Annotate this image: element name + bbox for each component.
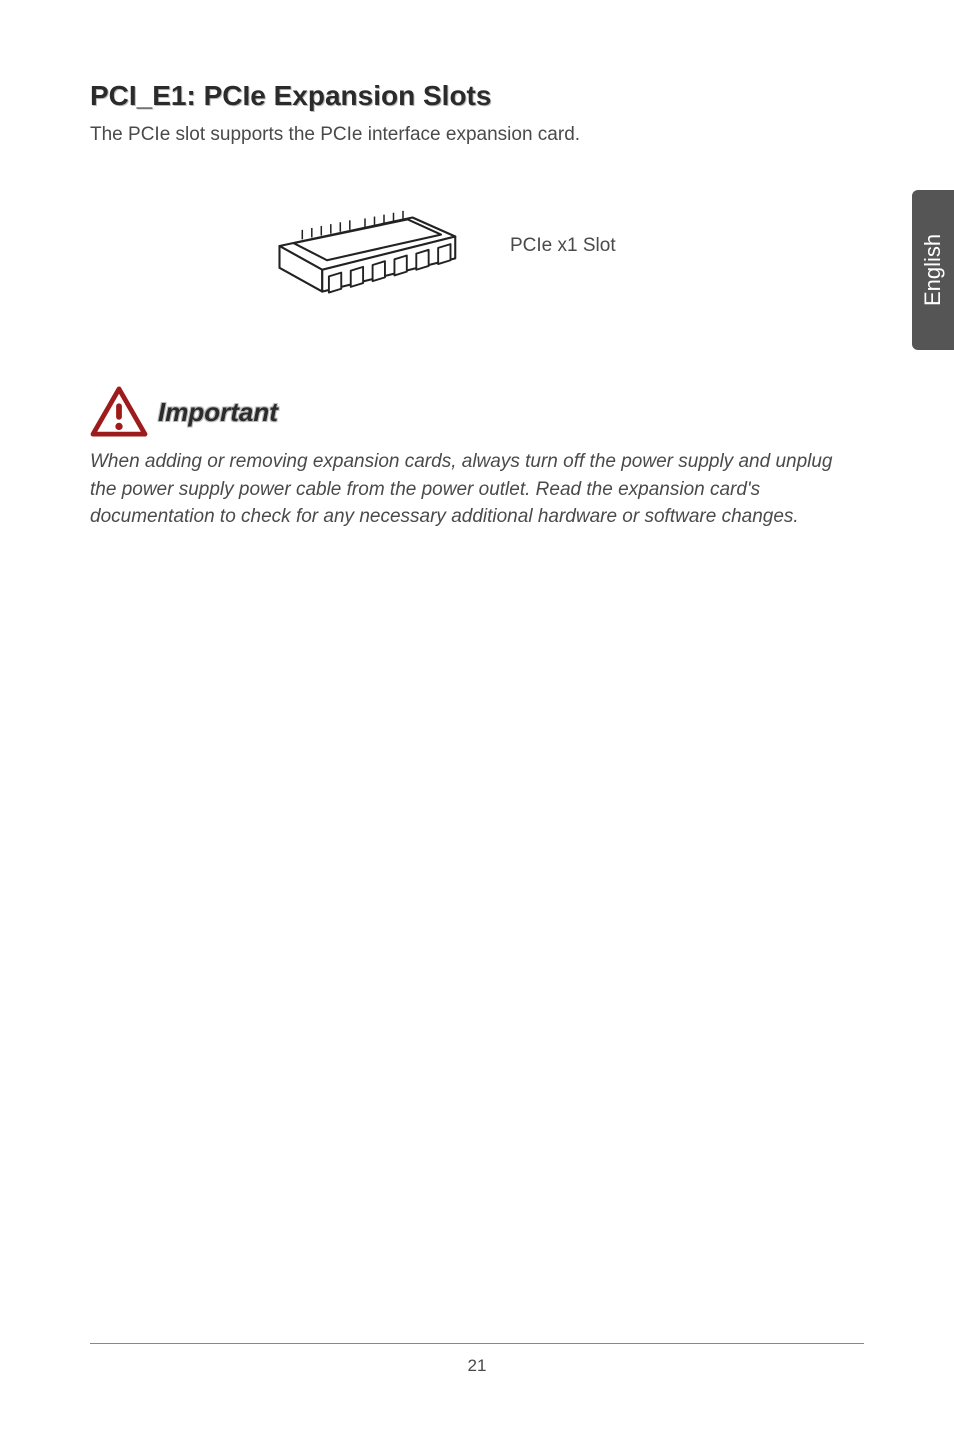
pcie-slot-illustration [270, 186, 460, 306]
important-callout: Important When adding or removing expans… [90, 386, 864, 531]
important-title: Important [158, 397, 278, 428]
slot-illustration-row: PCIe x1 Slot [90, 186, 864, 306]
section-heading: PCI_E1: PCIe Expansion Slots [90, 80, 864, 112]
language-tab: English [912, 190, 954, 350]
warning-icon [90, 386, 148, 438]
important-header: Important [90, 386, 864, 438]
slot-label: PCIe x1 Slot [510, 235, 616, 257]
page-number: 21 [468, 1356, 487, 1375]
document-page: PCI_E1: PCIe Expansion Slots The PCIe sl… [0, 0, 954, 1431]
important-body: When adding or removing expansion cards,… [90, 448, 864, 531]
intro-paragraph: The PCIe slot supports the PCIe interfac… [90, 124, 864, 146]
page-footer: 21 [90, 1343, 864, 1376]
